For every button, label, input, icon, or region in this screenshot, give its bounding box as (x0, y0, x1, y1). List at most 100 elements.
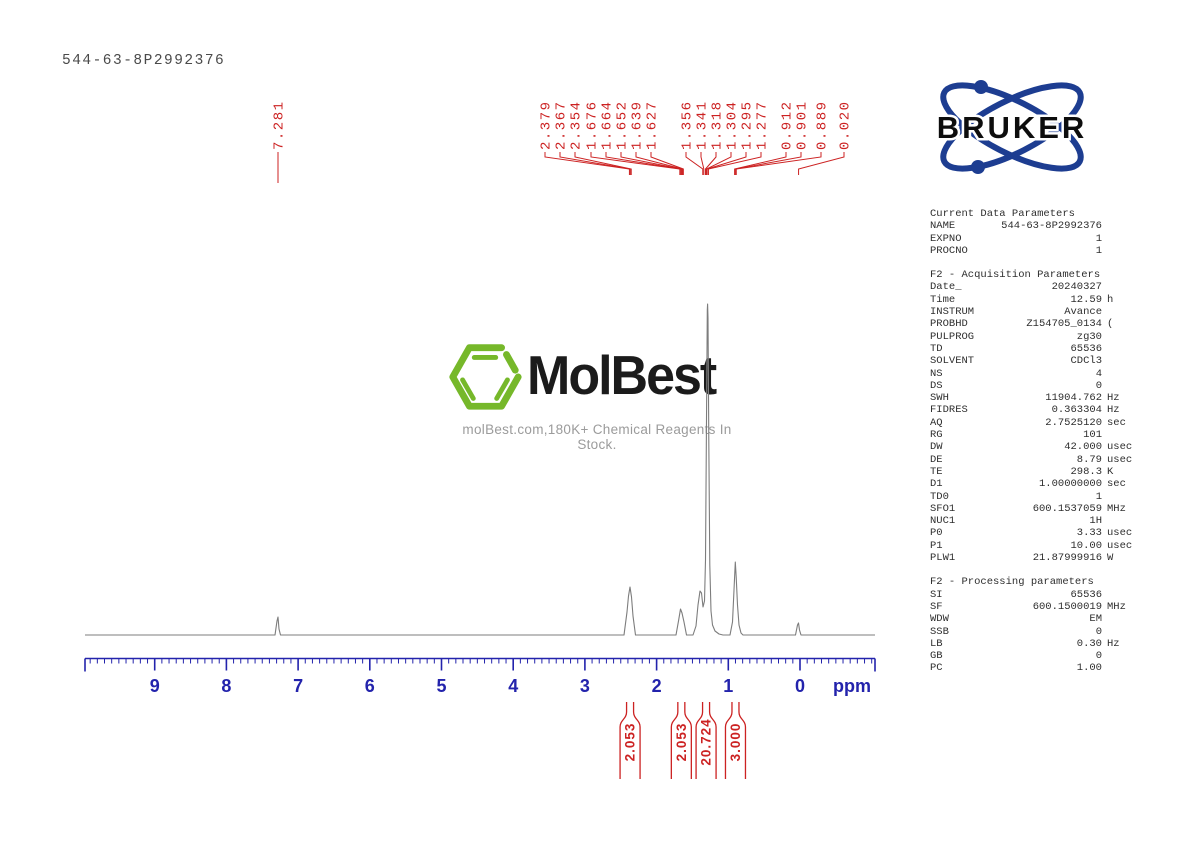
x-axis-number-2: 2 (652, 676, 662, 696)
param-name: PROCNO (930, 244, 968, 257)
param-value: 0 (1095, 625, 1102, 638)
param-row-rg: RG 101 (930, 429, 1140, 441)
peak-label-1.639: 1.639 (630, 100, 646, 150)
param-unit (1102, 662, 1134, 674)
param-name: SFO1 (930, 502, 956, 515)
param-value: EM (1089, 613, 1102, 626)
bruker-dot-bottom (971, 160, 985, 174)
param-unit: Hz (1107, 637, 1120, 650)
param-name: DE (930, 453, 943, 466)
peak-label-2.354: 2.354 (569, 100, 585, 150)
peak-label-1.318: 1.318 (710, 100, 726, 150)
param-value: 10.00 (1070, 539, 1102, 552)
peak-connector-2.354 (574, 152, 632, 175)
watermark-brand-text: MolBest (527, 345, 717, 407)
integral-value-2.053: 2.053 (674, 723, 689, 762)
bruker-dot-top (974, 80, 988, 94)
param-row-swh: SWH 11904.762 Hz (930, 392, 1140, 404)
param-name: RG (930, 429, 943, 442)
watermark: MolBest molBest.com,180K+ Chemical Reage… (447, 336, 747, 452)
param-block-0: Current Data Parameters NAME 544-63-8P2992… (930, 208, 1140, 257)
param-name: EXPNO (930, 232, 962, 245)
param-value: 600.1500019 (1032, 600, 1102, 613)
param-unit: usec (1107, 453, 1133, 466)
param-value: 65536 (1070, 342, 1102, 355)
param-unit: W (1107, 552, 1114, 565)
param-row-td0: TD0 1 (930, 491, 1140, 503)
param-unit: usec (1107, 527, 1133, 540)
x-axis-number-7: 7 (293, 676, 303, 696)
param-unit (1102, 368, 1134, 380)
param-row-gb: GB 0 (930, 650, 1140, 662)
param-row-nuc1: NUC1 1H (930, 515, 1140, 527)
peak-connector-1.676 (590, 152, 681, 175)
param-block-title: F2 - Acquisition Parameters (930, 269, 1101, 282)
param-row-ds: DS 0 (930, 380, 1140, 392)
param-name: GB (930, 650, 943, 663)
param-name: DS (930, 379, 943, 392)
param-unit: K (1107, 465, 1114, 478)
param-unit: sec (1107, 416, 1126, 429)
param-unit (1102, 429, 1134, 441)
integral-value-20.724: 20.724 (699, 718, 714, 765)
spectrum-trace (85, 303, 875, 636)
param-unit: MHz (1107, 600, 1126, 613)
param-value: 1H (1089, 515, 1102, 528)
param-value: 1 (1095, 490, 1102, 503)
peak-label-1.356: 1.356 (680, 100, 696, 150)
integral-value-2.053: 2.053 (623, 723, 638, 762)
param-name: NS (930, 367, 943, 380)
param-name: WDW (930, 613, 949, 626)
sample-id: 544-63-8P2992376 (62, 53, 226, 69)
param-name: FIDRES (930, 404, 968, 417)
peak-label-7.281: 7.281 (272, 100, 288, 150)
param-name: AQ (930, 416, 943, 429)
integral-bracket-left (695, 702, 704, 779)
param-row-expno: EXPNO 1 (930, 233, 1140, 245)
param-row-sfo1: SFO1 600.1537059 MHz (930, 503, 1140, 515)
param-name: P1 (930, 539, 943, 552)
param-name: P0 (930, 527, 943, 540)
param-unit: usec (1107, 441, 1133, 454)
param-name: PROBHD (930, 318, 968, 331)
param-value: 21.87999916 (1032, 552, 1102, 565)
param-value: Avance (1064, 306, 1102, 319)
param-unit (1102, 233, 1134, 245)
param-value: 2.7525120 (1045, 416, 1102, 429)
integral-bracket-right (708, 702, 717, 779)
bruker-logo-icon: BRUKER (934, 80, 1087, 174)
param-row-wdw: WDW EM (930, 613, 1140, 625)
param-unit (1102, 245, 1134, 257)
param-unit: ( (1107, 318, 1114, 331)
param-value: 0.363304 (1051, 404, 1102, 417)
peak-label-1.341: 1.341 (695, 100, 711, 150)
peak-connector-0.889 (735, 152, 822, 175)
param-value: 3.33 (1076, 527, 1102, 540)
peak-label-1.277: 1.277 (755, 100, 771, 150)
x-axis-number-4: 4 (508, 676, 518, 696)
param-value: 0 (1095, 650, 1102, 663)
param-unit (1102, 380, 1134, 392)
param-unit: MHz (1107, 502, 1126, 515)
param-name: SOLVENT (930, 355, 975, 368)
param-block-title: F2 - Processing parameters (930, 576, 1094, 589)
peak-connector-0.912 (734, 152, 787, 175)
molbest-hexagon-icon (449, 344, 522, 410)
param-unit (1102, 306, 1134, 318)
param-name: NUC1 (930, 515, 956, 528)
param-value: 12.59 (1070, 293, 1102, 306)
peak-label-0.912: 0.912 (780, 100, 796, 150)
param-value: 1 (1095, 244, 1102, 257)
param-unit (1102, 515, 1134, 527)
param-name: Time (930, 293, 956, 306)
peak-label-1.295: 1.295 (740, 100, 756, 150)
param-value: 1.00 (1076, 662, 1102, 675)
param-name: Date_ (930, 281, 962, 294)
peak-connector-1.277 (707, 152, 762, 175)
integral-value-3.000: 3.000 (728, 723, 743, 762)
watermark-logo-row: MolBest (447, 336, 747, 416)
x-axis-number-5: 5 (436, 676, 446, 696)
param-row-solvent: SOLVENT CDCl3 (930, 355, 1140, 367)
param-row-name: NAME 544-63-8P2992376 (930, 220, 1140, 232)
integral-bracket-right (632, 702, 641, 779)
